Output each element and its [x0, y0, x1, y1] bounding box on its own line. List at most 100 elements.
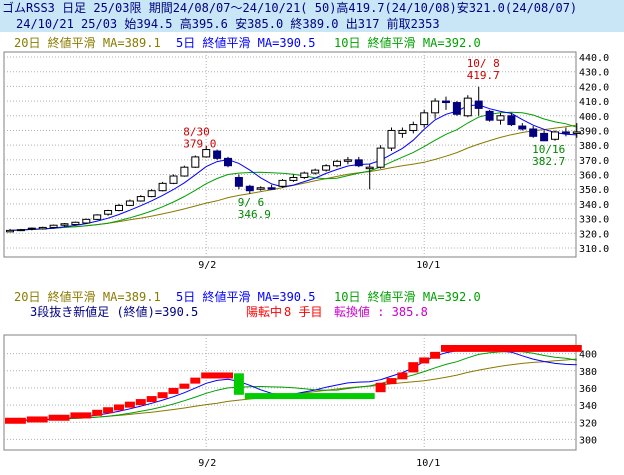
- line-break-brick: [70, 412, 92, 419]
- header-line-2: 24/10/21 25/03 始394.5 高395.6 安385.0 終389…: [0, 16, 624, 32]
- line-break-brick: [124, 401, 135, 408]
- top-panel-frame: [3, 51, 577, 258]
- top-legend-ma20: 20日 終値平滑 MA=389.1: [14, 35, 161, 50]
- bottom-title-turn: 転換値 : 385.8: [334, 304, 428, 319]
- bottom-series: [9, 346, 577, 421]
- line-break-brick: [146, 396, 157, 403]
- top-x-tick-label: 10/1: [416, 260, 440, 271]
- top-y-tick-label: 370.0: [579, 156, 609, 167]
- bottom-y-tick-label: 380: [579, 367, 597, 378]
- candle-body: [38, 226, 47, 230]
- line-break-brick: [430, 351, 441, 359]
- candle-body: [507, 115, 516, 126]
- bottom-legend-ma20: 20日 終値平滑 MA=389.1: [14, 289, 161, 304]
- candle-body: [354, 159, 363, 167]
- candle-body: [147, 190, 156, 198]
- line-break-brick: [408, 362, 419, 373]
- candle-body: [572, 131, 581, 134]
- candle-body: [496, 115, 505, 121]
- bottom-grid: 400 380 360 340 320 300 9/2 10/1: [4, 335, 597, 469]
- candle-body: [561, 131, 570, 134]
- top-y-tick-label: 410.0: [579, 97, 609, 108]
- candle-body: [169, 175, 178, 184]
- candle-body: [398, 129, 407, 134]
- line-break-brick: [419, 357, 430, 364]
- candle-body: [125, 200, 134, 206]
- candle-body: [213, 150, 222, 159]
- line-break-brick: [114, 404, 124, 411]
- candle-body: [485, 110, 494, 121]
- top-ma5-line: [9, 104, 577, 231]
- candle-body: [158, 182, 167, 192]
- candle-body: [322, 165, 331, 171]
- candle-body: [27, 227, 36, 230]
- candle-body: [278, 179, 287, 187]
- candle-body: [136, 196, 145, 202]
- bottom-ma10-line: [9, 350, 577, 421]
- top-candles: [6, 86, 581, 233]
- bottom-x-tick-label: 10/1: [416, 458, 440, 469]
- top-legend-ma5: 5日 終値平滑 MA=390.5: [176, 35, 315, 50]
- top-x-tick-label: 9/2: [198, 260, 216, 271]
- line-break-brick: [48, 414, 70, 421]
- bottom-y-tick-label: 340: [579, 401, 597, 412]
- annotation-date: 8/30: [183, 125, 210, 138]
- candle-body: [191, 156, 200, 168]
- candle-body: [365, 166, 374, 170]
- bottom-bricks: [5, 345, 582, 424]
- header-line-1: ゴムRSS3 日足 25/03限 期間24/08/07～24/10/21( 50…: [0, 0, 624, 16]
- line-break-brick: [157, 392, 168, 399]
- top-y-tick-label: 430.0: [579, 68, 609, 79]
- candle-body: [409, 124, 418, 131]
- candle-body: [180, 166, 189, 177]
- top-y-tick-label: 330.0: [579, 215, 609, 226]
- candle-body: [431, 100, 440, 114]
- top-y-tick-label: 350.0: [579, 185, 609, 196]
- bottom-y-tick-label: 320: [579, 418, 597, 429]
- line-break-brick: [375, 382, 386, 393]
- line-break-brick: [190, 377, 201, 384]
- candle-body: [115, 204, 123, 212]
- line-break-brick: [168, 387, 179, 394]
- candle-body: [376, 147, 385, 168]
- line-break-brick: [26, 416, 48, 423]
- bottom-panel-frame: [3, 334, 577, 451]
- bottom-title-main: 3段抜き新値足 (終値)=390.5: [30, 304, 198, 319]
- candle-body: [474, 100, 483, 109]
- top-ma10-line: [9, 111, 577, 231]
- line-break-brick: [135, 399, 146, 406]
- bottom-y-tick-label: 360: [579, 384, 597, 395]
- candle-body: [343, 159, 352, 162]
- candle-body: [224, 157, 232, 167]
- annotation-date: 10/16: [532, 143, 565, 156]
- bottom-x-tick-label: 9/2: [198, 458, 216, 469]
- candle-body: [82, 218, 91, 224]
- line-break-brick: [244, 393, 375, 400]
- candle-body: [311, 169, 320, 174]
- annotation-value: 382.7: [532, 155, 565, 168]
- bottom-ma5-line: [9, 346, 577, 421]
- candle-body: [420, 112, 429, 126]
- line-break-brick: [441, 345, 582, 352]
- annotation-date: 10/ 8: [467, 57, 500, 70]
- top-y-tick-label: 320.0: [579, 229, 609, 240]
- candle-body: [463, 97, 472, 117]
- annotation-value: 419.7: [467, 69, 500, 82]
- candle-body: [245, 185, 254, 192]
- bottom-legend-ma5: 5日 終値平滑 MA=390.5: [176, 289, 315, 304]
- annotation-value: 346.9: [238, 208, 271, 221]
- candle-body: [300, 172, 309, 178]
- bottom-title-count: 8 手目: [284, 305, 322, 319]
- line-break-brick: [103, 407, 114, 414]
- annotation-value: 379.0: [183, 137, 216, 150]
- annotation-date: 9/ 6: [238, 196, 264, 209]
- top-y-tick-label: 400.0: [579, 112, 609, 123]
- top-y-tick-label: 420.0: [579, 82, 609, 93]
- candle-body: [333, 160, 341, 167]
- candle-body: [49, 224, 58, 228]
- candle-body: [234, 176, 243, 187]
- line-break-brick: [386, 378, 397, 385]
- line-break-brick: [233, 373, 244, 395]
- line-break-brick: [201, 372, 233, 379]
